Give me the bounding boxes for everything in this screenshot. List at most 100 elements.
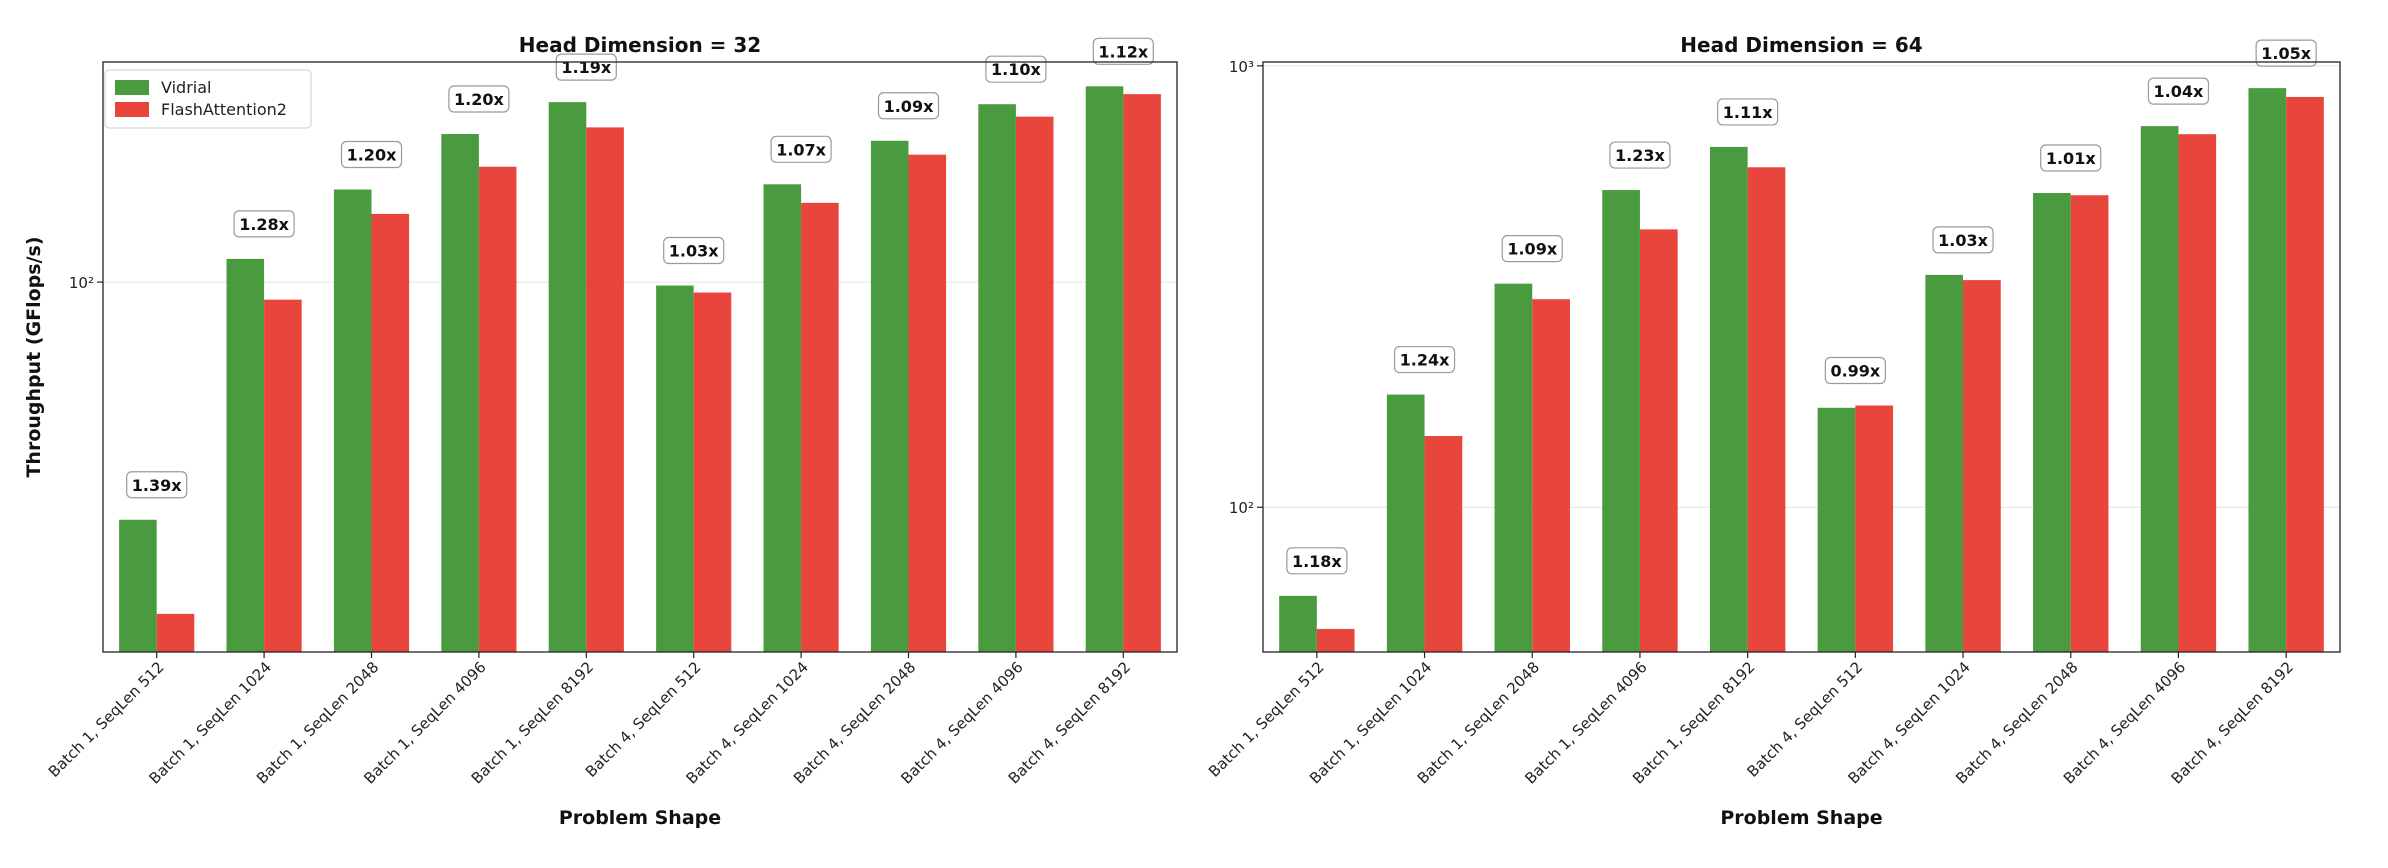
speedup-label: 1.39x <box>126 471 188 499</box>
speedup-box <box>985 55 1047 83</box>
y-tick-label: 10² <box>69 274 94 292</box>
speedup-text: 1.20x <box>347 145 397 164</box>
bar-vidrial-2 <box>1386 394 1425 652</box>
speedup-text: 1.12x <box>1098 42 1148 61</box>
speedup-box <box>2040 144 2102 172</box>
bar-vidrial-2 <box>226 258 265 652</box>
speedup-label: 1.04x <box>2147 77 2210 105</box>
bar-vidrial-4 <box>441 134 479 652</box>
chart-title: Head Dimension = 64 <box>1680 33 1922 57</box>
x-tick-label: Batch 1, SeqLen 4096 <box>1521 658 1650 787</box>
speedup-label: 1.20x <box>340 140 403 169</box>
chart-2: 1.18x 1.24x 1.09x 1.23x 1.11x 0.99x 1.03x 1.01x… <box>1205 33 2341 829</box>
speedup-text: 1.20x <box>454 90 504 109</box>
speedup-label: 0.99x <box>1824 356 1886 385</box>
speedup-text: 1.28x <box>239 215 289 234</box>
chart-1: 1.39x 1.28x 1.20x 1.20x 1.19x 1.03x 1.07x 1.09x… <box>23 33 1178 829</box>
x-tick-label: Batch 4, SeqLen 2048 <box>1952 658 2081 787</box>
speedup-label: 1.28x <box>233 210 295 238</box>
y-axis-label: Throughput (GFlops/s) <box>23 236 45 477</box>
bar-vidrial-8 <box>870 140 909 652</box>
speedup-label: 1.10x <box>985 55 1047 83</box>
x-tick-label: Batch 4, SeqLen 8192 <box>2168 658 2297 787</box>
speedup-text: 1.19x <box>561 58 611 77</box>
y-tick-label: 10³ <box>1229 58 1254 76</box>
speedup-box <box>233 210 295 238</box>
bar-flashattention2-8 <box>2070 195 2109 652</box>
speedup-box <box>1717 98 1779 126</box>
speedup-box <box>877 92 940 120</box>
y-tick-label: 10² <box>1229 499 1254 517</box>
speedup-box <box>2255 39 2317 67</box>
bar-vidrial-10 <box>1085 86 1124 652</box>
bar-flashattention2-6 <box>693 292 732 652</box>
speedup-label: 1.23x <box>1609 141 1671 169</box>
speedup-box <box>1501 235 1563 263</box>
speedup-label: 1.01x <box>2040 144 2102 172</box>
legend-swatch <box>115 80 149 95</box>
bar-flashattention2-10 <box>2286 96 2324 653</box>
speedup-label: 1.05x <box>2255 39 2317 67</box>
bar-flashattention2-1 <box>1316 628 1355 652</box>
x-tick-label: Batch 1, SeqLen 8192 <box>468 658 597 787</box>
x-tick-label: Batch 4, SeqLen 512 <box>1744 658 1867 781</box>
speedup-box <box>2147 77 2210 105</box>
legend-label: FlashAttention2 <box>161 100 287 119</box>
speedup-label: 1.09x <box>877 92 940 120</box>
bar-flashattention2-9 <box>1015 116 1054 653</box>
speedup-label: 1.20x <box>448 85 510 113</box>
x-axis-label: Problem Shape <box>559 807 721 829</box>
speedup-text: 1.10x <box>991 60 1041 79</box>
speedup-box <box>448 85 510 113</box>
bar-vidrial-6 <box>656 285 694 652</box>
speedup-box <box>663 236 725 265</box>
x-tick-label: Batch 1, SeqLen 1024 <box>146 658 275 787</box>
legend-label: Vidrial <box>161 78 211 97</box>
speedup-text: 1.23x <box>1615 146 1665 165</box>
x-tick-label: Batch 4, SeqLen 2048 <box>790 658 919 787</box>
x-tick-label: Batch 4, SeqLen 4096 <box>897 658 1026 787</box>
x-tick-label: Batch 1, SeqLen 4096 <box>360 658 489 787</box>
speedup-label: 1.24x <box>1393 345 1456 374</box>
bar-flashattention2-7 <box>1963 280 2001 652</box>
legend: Vidrial FlashAttention2 <box>104 69 312 129</box>
speedup-box <box>126 471 188 499</box>
bar-flashattention2-4 <box>478 166 517 652</box>
x-tick-label: Batch 4, SeqLen 8192 <box>1005 658 1134 787</box>
speedup-label: 1.11x <box>1717 98 1779 126</box>
speedup-text: 1.05x <box>2261 44 2311 63</box>
bar-flashattention2-6 <box>1855 405 1894 652</box>
speedup-label: 1.03x <box>1932 226 1994 254</box>
speedup-text: 1.04x <box>2154 82 2204 101</box>
speedup-label: 1.18x <box>1286 547 1348 575</box>
speedup-box <box>1286 547 1348 575</box>
bar-vidrial-6 <box>1817 407 1856 652</box>
speedup-box <box>770 135 832 163</box>
speedup-box <box>555 53 617 81</box>
bar-flashattention2-9 <box>2178 134 2217 652</box>
bar-flashattention2-5 <box>586 127 624 653</box>
speedup-text: 1.09x <box>884 97 934 116</box>
bar-vidrial-9 <box>978 104 1016 653</box>
x-tick-label: Batch 1, SeqLen 512 <box>45 658 168 781</box>
x-tick-label: Batch 4, SeqLen 512 <box>582 658 705 781</box>
bar-flashattention2-3 <box>371 213 410 652</box>
x-tick-label: Batch 1, SeqLen 8192 <box>1629 658 1758 787</box>
speedup-box <box>1092 37 1154 65</box>
bar-vidrial-4 <box>1602 190 1640 652</box>
x-tick-label: Batch 4, SeqLen 4096 <box>2060 658 2189 787</box>
speedup-box <box>1824 356 1886 385</box>
bar-flashattention2-8 <box>908 154 947 652</box>
speedup-text: 1.11x <box>1723 103 1773 122</box>
bar-vidrial-8 <box>2033 193 2071 653</box>
x-tick-label: Batch 4, SeqLen 1024 <box>1844 658 1973 787</box>
bar-vidrial-10 <box>2248 88 2287 653</box>
bar-vidrial-3 <box>333 189 372 652</box>
speedup-box <box>1932 226 1994 254</box>
speedup-text: 1.24x <box>1400 351 1450 370</box>
speedup-box <box>1393 345 1456 374</box>
x-axis-label: Problem Shape <box>1720 807 1882 829</box>
bar-vidrial-7 <box>763 184 802 653</box>
legend-swatch <box>115 102 149 117</box>
